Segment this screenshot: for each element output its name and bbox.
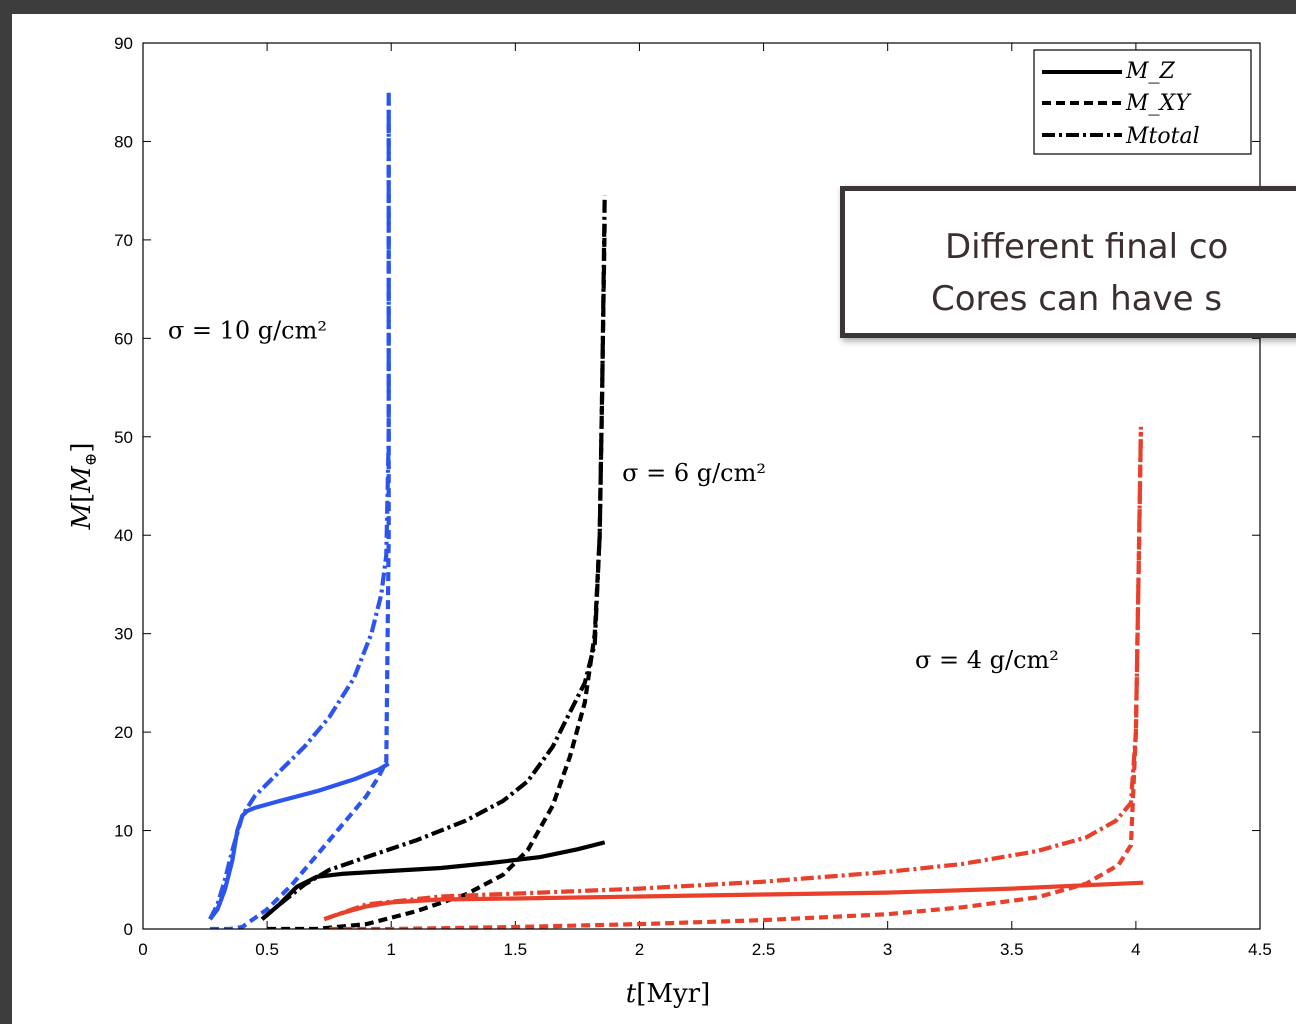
series-line-4 (267, 220, 607, 929)
series-line-1 (210, 102, 391, 929)
x-tick-label: 0.5 (255, 940, 279, 959)
y-tick-label: 90 (114, 34, 133, 53)
y-tick-label: 50 (114, 428, 133, 447)
tick-labels: 0 0.5 1 1.5 2 2.5 3 3.5 4 4.5 0 10 20 30 40 50 60 70 80 90 (114, 34, 1272, 959)
x-tick-label: 2.5 (752, 940, 776, 959)
legend-label-mz: M_Z (1125, 59, 1176, 84)
x-tick-label: 4 (1131, 940, 1140, 959)
callout-line-1: Different final co (945, 227, 1229, 267)
series-line-3 (260, 840, 606, 921)
slide-panel: 0 0.5 1 1.5 2 2.5 3 3.5 4 4.5 0 10 20 30 40 50 60 70 80 90 … (12, 14, 1296, 1024)
x-tick-label: 1 (386, 940, 395, 959)
x-tick-label: 2 (635, 940, 644, 959)
y-tick-label: 30 (114, 625, 133, 644)
x-tick-label: 0 (138, 940, 147, 959)
plot-frame (142, 42, 1261, 930)
callout-box: Different final co Cores can have s (840, 186, 1296, 338)
callout-line-2: Cores can have s (931, 279, 1223, 319)
x-tick-label: 3 (883, 940, 892, 959)
sigma-annotation-2: σ = 4 g/cm² (915, 646, 1059, 674)
x-tick-label: 3.5 (1000, 940, 1024, 959)
x-tick-label: 1.5 (504, 940, 528, 959)
y-tick-label: 70 (114, 231, 133, 250)
legend-label-mxy: M_XY (1125, 91, 1192, 116)
annotations: σ = 10 g/cm² σ = 6 g/cm² σ = 4 g/cm² (168, 316, 1059, 674)
x-axis-label: t[Myr] (626, 979, 710, 1009)
sigma-annotation-1: σ = 6 g/cm² (622, 459, 766, 487)
series-group (208, 92, 1144, 929)
series-line-5 (260, 195, 607, 921)
sigma-annotation-0: σ = 10 g/cm² (168, 316, 327, 344)
y-tick-label: 80 (114, 132, 133, 151)
y-axis-label: M[M⊕] (67, 443, 100, 531)
series-line-7 (329, 431, 1143, 929)
y-tick-label: 10 (114, 822, 133, 841)
y-tick-label: 40 (114, 526, 133, 545)
y-tick-label: 20 (114, 723, 133, 742)
series-line-2 (208, 92, 391, 921)
chart-area: 0 0.5 1 1.5 2 2.5 3 3.5 4 4.50102030405060708090 … (67, 34, 1272, 1009)
legend-label-mtotal: Mtotal (1125, 124, 1200, 149)
legend: M_Z M_XY Mtotal (1033, 49, 1252, 155)
x-tick-label: 4.5 (1248, 940, 1272, 959)
y-tick-label: 60 (114, 329, 133, 348)
series-line-8 (323, 426, 1143, 922)
y-tick-label: 0 (124, 920, 133, 939)
